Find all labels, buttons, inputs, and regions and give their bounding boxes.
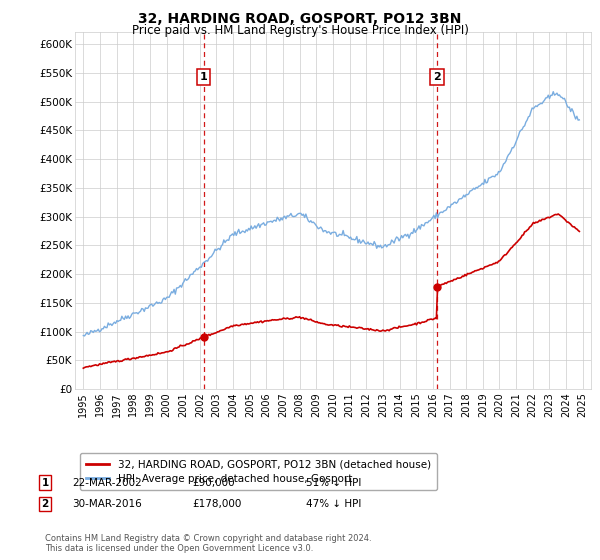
Text: 30-MAR-2016: 30-MAR-2016	[72, 499, 142, 509]
Text: 22-MAR-2002: 22-MAR-2002	[72, 478, 142, 488]
Text: 2: 2	[41, 499, 49, 509]
Text: 2: 2	[433, 72, 441, 82]
Text: 32, HARDING ROAD, GOSPORT, PO12 3BN: 32, HARDING ROAD, GOSPORT, PO12 3BN	[139, 12, 461, 26]
Text: Contains HM Land Registry data © Crown copyright and database right 2024.
This d: Contains HM Land Registry data © Crown c…	[45, 534, 371, 553]
Text: 1: 1	[200, 72, 208, 82]
Text: 1: 1	[41, 478, 49, 488]
Text: 47% ↓ HPI: 47% ↓ HPI	[306, 499, 361, 509]
Legend: 32, HARDING ROAD, GOSPORT, PO12 3BN (detached house), HPI: Average price, detach: 32, HARDING ROAD, GOSPORT, PO12 3BN (det…	[80, 453, 437, 490]
Text: £178,000: £178,000	[192, 499, 241, 509]
Text: Price paid vs. HM Land Registry's House Price Index (HPI): Price paid vs. HM Land Registry's House …	[131, 24, 469, 37]
Text: 51% ↓ HPI: 51% ↓ HPI	[306, 478, 361, 488]
Text: £90,000: £90,000	[192, 478, 235, 488]
